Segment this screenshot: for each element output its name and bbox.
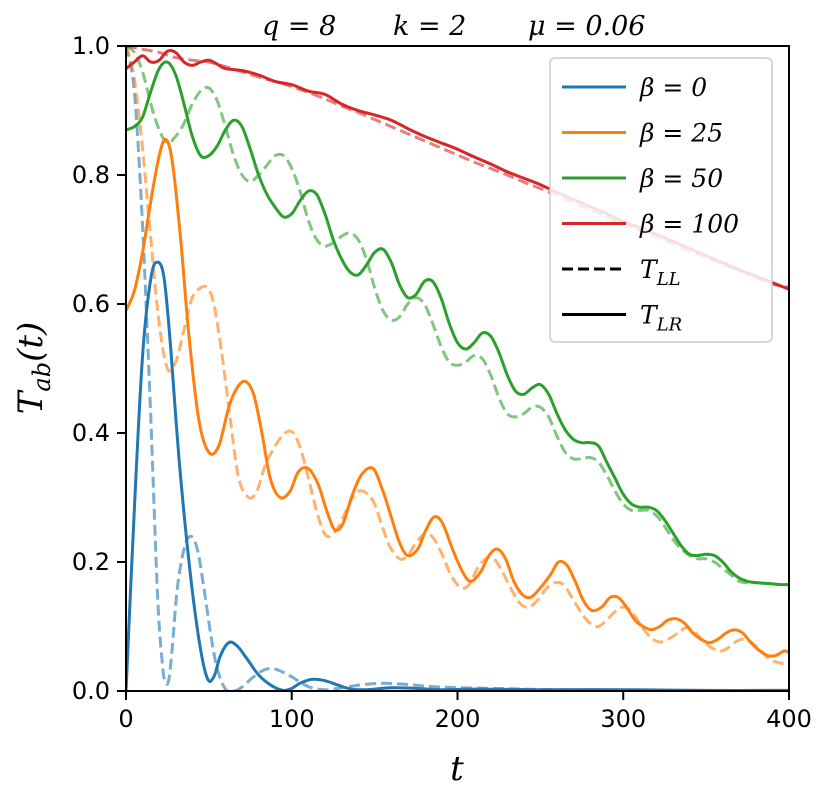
x-tick-label: 0 [118,705,133,733]
series-line-beta-50-tlr [126,60,789,587]
y-label-main: T [11,389,51,414]
x-tick-label: 100 [269,705,315,733]
legend-label: β = 100 [639,210,739,239]
x-tick-label: 200 [435,705,481,733]
y-label-sub: ab [28,362,56,392]
y-tick-label: 0.0 [72,677,110,705]
svg-text:Tab(t): Tab(t) [11,322,56,415]
series-layer [126,46,789,691]
series-line-beta-25-tll [126,46,789,667]
x-tick-label: 300 [600,705,646,733]
chart-title: q = 8 k = 2 μ = 0.06 [262,11,645,42]
series-line-beta-0-tll [126,46,789,691]
y-tick-label: 0.4 [72,419,110,447]
x-tick-label: 400 [766,705,812,733]
y-tick-label: 0.8 [72,161,110,189]
legend-label: β = 25 [639,119,723,148]
series-line-beta-25-tlr [126,137,789,658]
legend-label: β = 50 [639,164,723,193]
y-axis-label: Tab(t) [11,322,56,415]
x-axis: 0 100 200 300 400 [118,691,812,733]
y-axis: 0.0 0.2 0.4 0.6 0.8 1.0 [72,32,126,705]
legend-label: TLR [640,301,682,336]
legend-label: TLL [640,255,681,290]
series-line-beta-50-tll [126,46,789,587]
title-mu: μ = 0.06 [528,11,645,42]
series-line-beta-0-tlr [126,260,789,691]
y-label-tail: (t) [11,322,51,362]
legend-label: β = 0 [639,73,707,102]
y-tick-label: 0.6 [72,290,110,318]
title-q: q = 8 [262,11,336,42]
title-k: k = 2 [393,11,466,42]
x-axis-label: t [450,749,464,789]
y-tick-label: 1.0 [72,32,110,60]
legend: β = 0 β = 25 β = 50 β = 100 TLL TLR [549,57,773,343]
y-tick-label: 0.2 [72,548,110,576]
legend-box [549,57,773,343]
